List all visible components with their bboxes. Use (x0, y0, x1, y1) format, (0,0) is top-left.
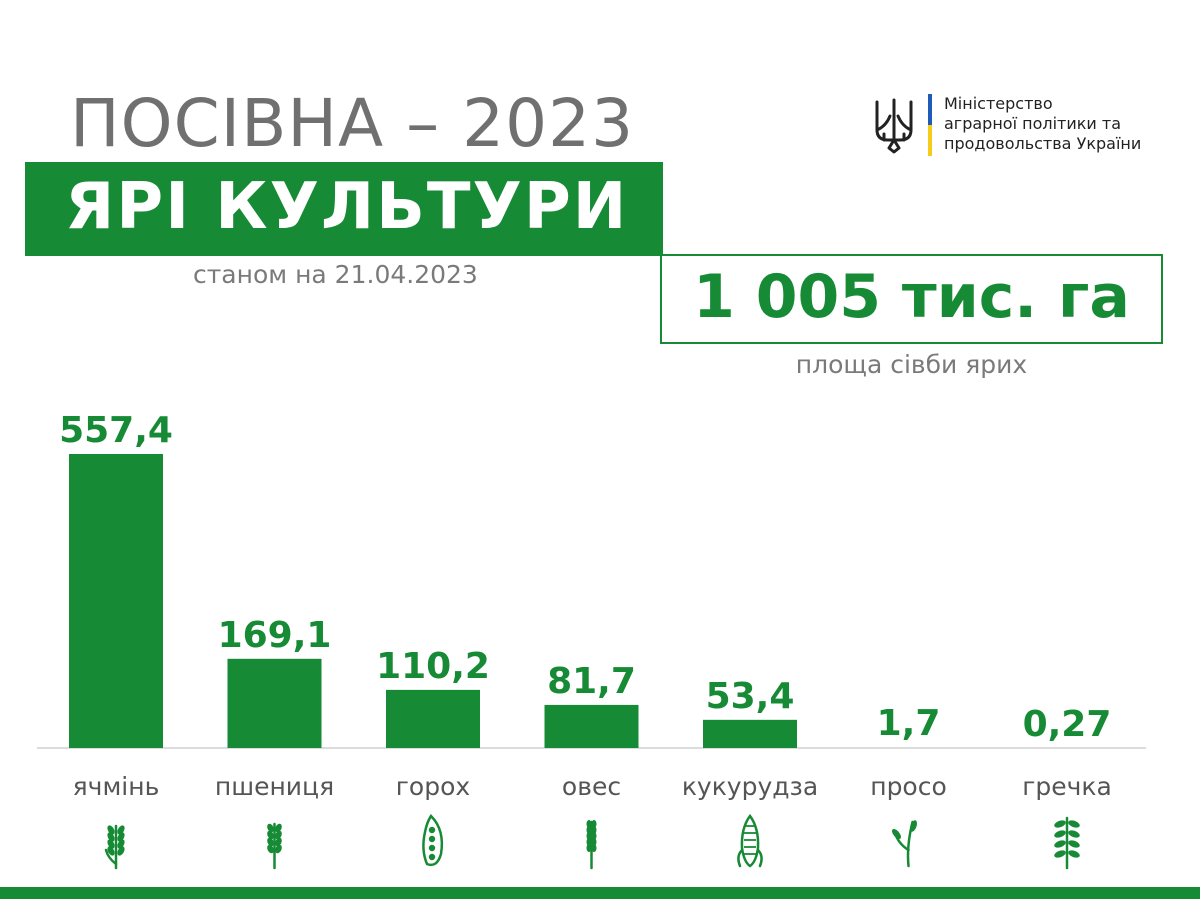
data-label: 81,7 (547, 661, 636, 702)
data-label: 169,1 (218, 615, 332, 656)
category-label: кукурудза (682, 772, 818, 801)
bar-chart: 557,4 ячмінь 169,1 пшениця 110,2 горох 81,7 ове… (37, 410, 1146, 870)
millet-icon (892, 820, 917, 868)
title-banner (25, 162, 663, 256)
data-label: 110,2 (376, 646, 490, 687)
banner-title: ЯРІ КУЛЬТУРИ (65, 170, 629, 244)
barley-icon (104, 824, 125, 870)
ministry-name: Міністерство аграрної політики та продов… (944, 94, 1141, 154)
page-title: ПОСІВНА – 2023 (70, 85, 635, 162)
bar (69, 454, 163, 748)
category-label: горох (396, 772, 470, 801)
category-label: ячмінь (73, 772, 160, 801)
buckwheat-icon (1054, 816, 1080, 870)
corn-icon (737, 813, 763, 868)
total-area-value: 1 005 тис. га (693, 262, 1130, 332)
data-label: 0,27 (1023, 704, 1112, 745)
wheat-icon (267, 822, 282, 870)
total-area-box (660, 254, 1163, 344)
category-label: гречка (1022, 772, 1112, 801)
oat-icon (586, 820, 597, 870)
ministry-line: продовольства України (944, 134, 1142, 153)
bar (544, 704, 639, 748)
as-of-date: станом на 21.04.2023 (193, 260, 478, 289)
bar (227, 658, 322, 748)
bar (386, 689, 480, 748)
bottom-accent-bar (0, 887, 1200, 899)
ministry-line: аграрної політики та (944, 114, 1122, 133)
data-label: 1,7 (877, 703, 941, 744)
data-label: 557,4 (59, 410, 173, 451)
category-label: овес (562, 772, 621, 801)
ministry-line: Міністерство (944, 94, 1053, 113)
pea-pod-icon (422, 814, 444, 867)
data-label: 53,4 (706, 676, 795, 717)
category-label: пшениця (215, 772, 334, 801)
flag-divider (928, 94, 932, 156)
ministry-logo: Міністерство аграрної політики та продов… (872, 94, 1172, 156)
trident-icon (875, 98, 913, 154)
bar (703, 719, 797, 748)
total-area-caption: площа сівби ярих (795, 350, 1028, 379)
category-label: просо (870, 772, 947, 801)
